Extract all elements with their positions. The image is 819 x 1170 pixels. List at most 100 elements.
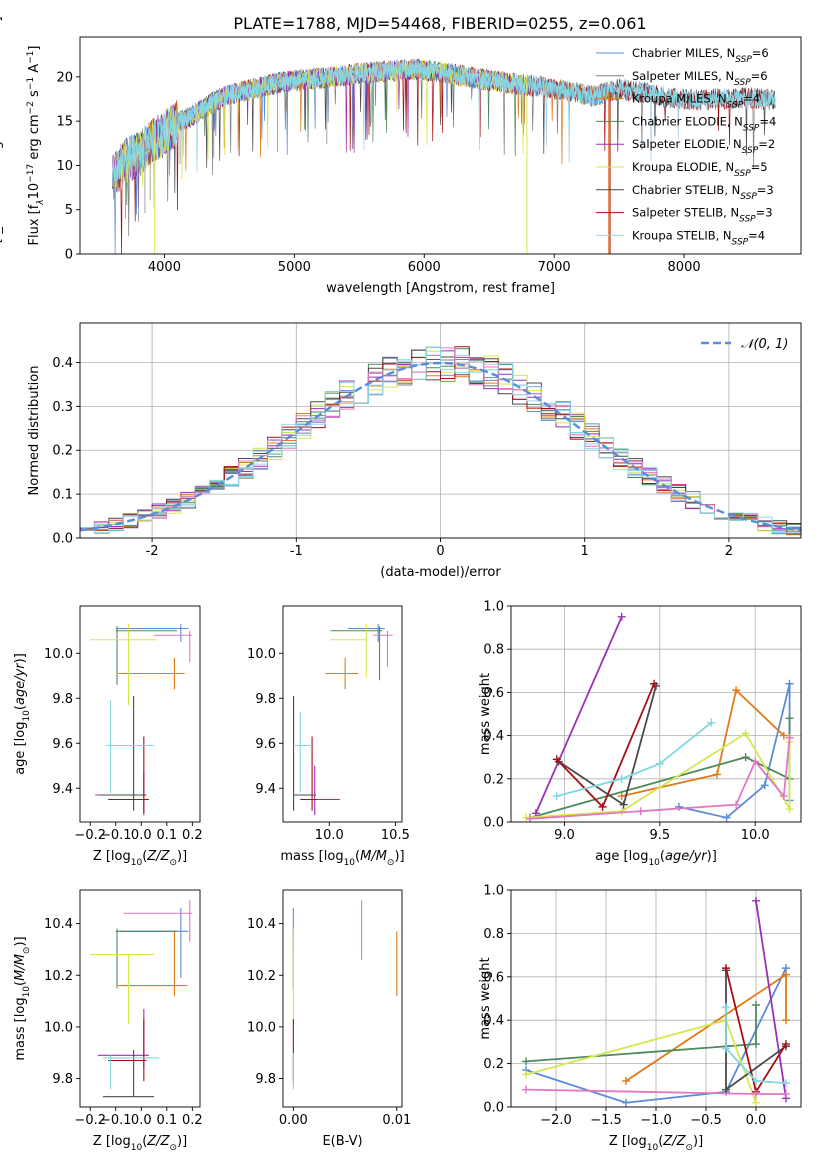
weight-marker [526, 814, 535, 822]
weight-marker [598, 802, 607, 811]
legend-label: 𝒩(0, 1) [741, 337, 788, 352]
x-tick-label: 6000 [408, 260, 441, 275]
weight-marker [617, 612, 626, 621]
weight-marker [522, 1057, 530, 1066]
weight-marker [674, 802, 683, 811]
weight-marker [722, 964, 730, 973]
plot-area [292, 900, 398, 1089]
y-tick-label: 10.2 [247, 969, 276, 984]
weight-marker [617, 792, 626, 801]
axes-frame [510, 605, 802, 823]
x-tick-label: 7000 [538, 260, 571, 275]
weight-marker [741, 729, 750, 738]
x-tick-label: −0.2 [74, 1113, 106, 1128]
y-tick-label: 9.6 [255, 737, 276, 752]
y-tick-label: 10.0 [44, 1020, 73, 1035]
legend-label: Salpeter STELIB, NSSP=3 [632, 206, 773, 225]
axes-frame [79, 889, 201, 1108]
x-tick-label: 0.0 [131, 828, 152, 843]
y-axis-label: mass weight [478, 957, 493, 1039]
x-tick-label: 1 [581, 544, 589, 559]
y-axis-label: Flux [fλ10−17 erg cm−2 s−1 A−1] [26, 46, 46, 246]
y-axis-label: age [log10(age/yr)] [13, 653, 32, 775]
weight-marker [779, 792, 788, 801]
weight-marker [636, 807, 645, 816]
y-tick-label: 10.2 [44, 969, 73, 984]
weight-marker [752, 1040, 760, 1049]
panel-mass-weight-vs-metallicity: −2.0 −1.5 −1.0 −0.5 0.0 0.0 0.2 0.4 0.6 0.8 1.0 Z [… [478, 884, 802, 1153]
axes-frame [282, 605, 403, 823]
legend-label: Kroupa ELODIE, NSSP=5 [632, 160, 768, 179]
x-tick-label: −1.5 [590, 1113, 622, 1128]
y-tick-label: 9.6 [52, 737, 73, 752]
weight-marker [522, 1085, 530, 1094]
plot-area [522, 896, 790, 1107]
y-tick-label: 9.4 [52, 782, 73, 797]
x-tick-label: 9.5 [649, 828, 670, 843]
x-tick-label: 4000 [148, 260, 181, 275]
panel-mass-weight-vs-age: 9.0 9.5 10.0 0.0 0.2 0.4 0.6 0.8 1.0 age [log10(a… [478, 600, 802, 868]
panel-mass-vs-metallicity: −0.2−0.1 0.0 0.1 0.2 9.8 10.0 10.2 10.4 Z [log10… [13, 889, 203, 1153]
figure-title: PLATE=1788, MJD=54468, FIBERID=0255, z=0… [233, 14, 646, 33]
y-tick-label: 5 [65, 203, 73, 218]
y-tick-label: 20 [56, 70, 73, 85]
weight-marker [782, 970, 790, 979]
y-tick-label: 10.4 [247, 917, 276, 932]
weight-line [755, 900, 787, 1099]
y-tick-label: 0.2 [483, 1057, 504, 1072]
y-tick-label: 0.3 [52, 400, 73, 415]
weight-marker [722, 1085, 730, 1094]
weight-marker [741, 753, 750, 762]
legend-label: Chabrier MILES, NSSP=6 [632, 46, 769, 65]
x-tick-label: −2.0 [540, 1113, 572, 1128]
x-tick-label: −0.2 [74, 828, 106, 843]
y-tick-label: 9.8 [52, 1072, 73, 1087]
weight-marker [782, 1079, 790, 1088]
x-tick-label: 0 [436, 544, 444, 559]
axes-frame [282, 889, 403, 1108]
y-tick-label: 1.0 [483, 884, 504, 899]
y-tick-label: 1.0 [483, 600, 504, 615]
x-axis-label: mass [log10(M/M⊙)] [280, 849, 404, 868]
y-tick-label: 9.4 [255, 782, 276, 797]
x-tick-label: 10.0 [315, 828, 344, 843]
normal-curve [80, 361, 801, 532]
weight-marker [531, 809, 540, 818]
weight-marker [752, 1089, 760, 1098]
x-tick-label: 0.1 [156, 828, 177, 843]
legend-label: Chabrier STELIB, NSSP=3 [632, 183, 774, 202]
y-tick-label: 0.8 [483, 927, 504, 942]
y-tick-label: 0.2 [483, 772, 504, 787]
x-tick-label: 0.01 [382, 1113, 411, 1128]
x-axis-label: wavelength [Angstrom, rest frame] [326, 281, 555, 296]
weight-marker [622, 1076, 630, 1085]
weight-marker [782, 1040, 790, 1049]
y-axis-label: Normed distribution [27, 366, 42, 496]
legend-label: Salpeter ELODIE, NSSP=2 [632, 137, 775, 156]
weight-marker [722, 1003, 730, 1012]
weight-marker [752, 1001, 760, 1010]
y-tick-label: 0.0 [483, 1101, 504, 1116]
legend-label: Chabrier ELODIE, NSSP=4 [632, 114, 776, 133]
y-axis-label: Flux [f_λ 10^-17 erg cm^-2 s^-1 A^-1] [0, 17, 4, 275]
histogram-step [80, 346, 801, 534]
weight-marker [785, 679, 794, 688]
weight-marker [782, 1016, 790, 1025]
weight-marker [752, 1076, 760, 1085]
weight-marker [760, 781, 769, 790]
weight-marker [522, 813, 531, 822]
plot-area [522, 612, 794, 822]
plot-area [90, 900, 193, 1098]
weight-marker [785, 714, 794, 723]
y-tick-label: 10.0 [247, 1020, 276, 1035]
panel-residuals: -2 -1 0 1 2 0.0 0.1 0.2 0.3 0.4 (data-model)/error… [27, 322, 802, 580]
weight-marker [619, 800, 628, 809]
x-axis-label: Z [log10(Z/Z⊙)] [609, 1134, 703, 1153]
y-tick-label: 0.0 [483, 816, 504, 831]
y-tick-label: 0.1 [52, 488, 73, 503]
x-tick-label: -1 [290, 544, 303, 559]
plot-area [111, 58, 776, 254]
axes-frame [79, 605, 201, 823]
weight-marker [785, 805, 794, 814]
